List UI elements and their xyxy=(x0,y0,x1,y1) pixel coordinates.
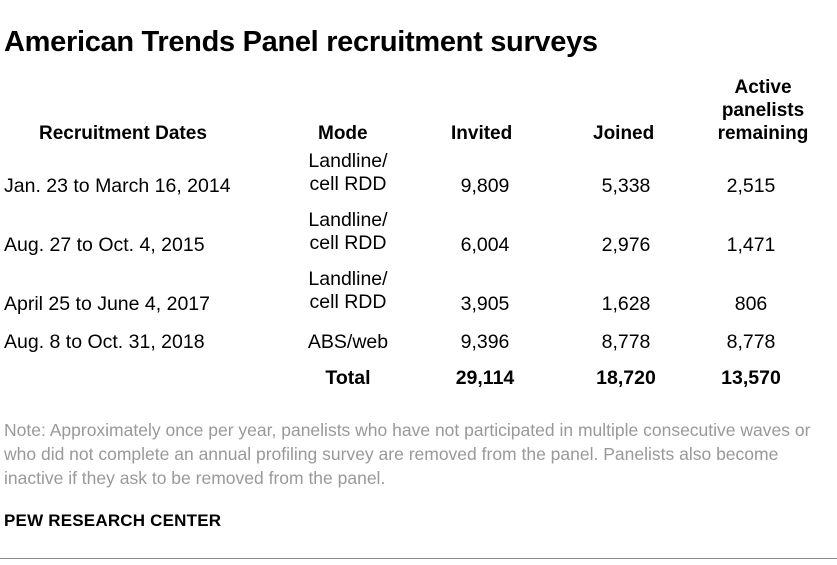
bottom-divider xyxy=(0,558,837,559)
mode-line1: Landline/ xyxy=(308,268,388,290)
active-cell: 806 xyxy=(734,293,768,315)
footnote: Note: Approximately once per year, panel… xyxy=(4,420,811,488)
dates-cell: Aug. 8 to Oct. 31, 2018 xyxy=(4,331,205,353)
mode-line2: cell RDD xyxy=(309,173,387,195)
mode-cell: ABS/web xyxy=(307,331,389,353)
mode-cell: Landline/ cell RDD xyxy=(258,209,438,255)
joined-cell: 2,976 xyxy=(601,234,651,256)
dates-cell: Aug. 27 to Oct. 4, 2015 xyxy=(4,234,205,256)
source-credit: PEW RESEARCH CENTER xyxy=(4,511,222,530)
joined-cell: 5,338 xyxy=(601,175,651,197)
joined-cell: 8,778 xyxy=(601,331,651,353)
header-invited: Invited xyxy=(451,123,513,144)
header-active-line1: Active xyxy=(734,77,792,98)
mode-line1: Landline/ xyxy=(308,209,388,231)
dates-cell: Jan. 23 to March 16, 2014 xyxy=(4,175,231,197)
total-active: 13,570 xyxy=(721,367,781,389)
mode-cell: Landline/ cell RDD xyxy=(258,150,438,196)
header-active-line2: panelists xyxy=(721,100,805,121)
active-cell: 1,471 xyxy=(726,234,776,256)
mode-line2: cell RDD xyxy=(309,232,387,254)
invited-cell: 9,809 xyxy=(460,175,510,197)
total-label: Total xyxy=(325,367,371,389)
mode-line1: Landline/ xyxy=(308,150,388,172)
header-mode: Mode xyxy=(318,123,368,144)
total-joined: 18,720 xyxy=(596,367,656,389)
total-invited: 29,114 xyxy=(455,367,515,389)
active-cell: 8,778 xyxy=(726,331,776,353)
header-active-line3: remaining xyxy=(717,123,809,144)
invited-cell: 6,004 xyxy=(460,234,510,256)
active-cell: 2,515 xyxy=(726,175,776,197)
header-active-panelists: Active panelists remaining xyxy=(705,76,821,145)
invited-cell: 9,396 xyxy=(460,331,510,353)
page-title: American Trends Panel recruitment survey… xyxy=(4,26,598,58)
header-joined: Joined xyxy=(593,123,655,144)
mode-line2: cell RDD xyxy=(309,291,387,313)
header-recruitment-dates: Recruitment Dates xyxy=(39,123,207,144)
invited-cell: 3,905 xyxy=(460,293,510,315)
mode-cell: Landline/ cell RDD xyxy=(258,268,438,314)
dates-cell: April 25 to June 4, 2017 xyxy=(4,293,210,315)
joined-cell: 1,628 xyxy=(601,293,651,315)
